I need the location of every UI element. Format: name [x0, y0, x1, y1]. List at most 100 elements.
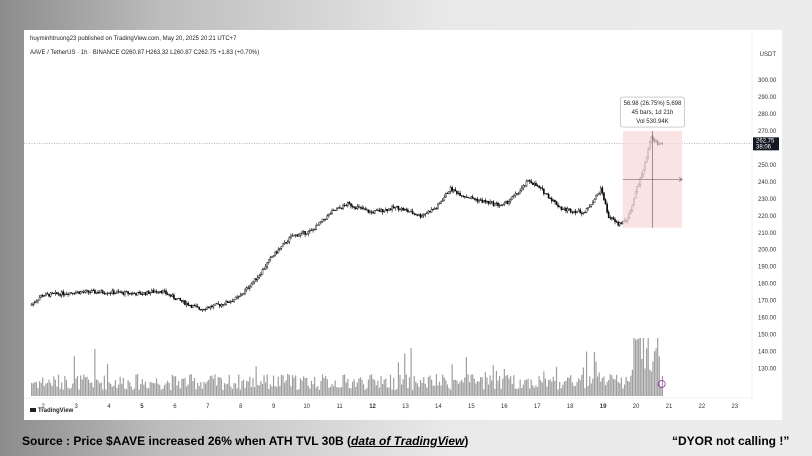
- candle: [574, 208, 577, 216]
- volume-bar: [412, 389, 414, 396]
- volume-bar: [298, 389, 300, 396]
- volume-bar: [472, 374, 474, 396]
- volume-bar: [505, 375, 507, 396]
- volume-bar: [633, 338, 635, 396]
- volume-bar: [117, 384, 120, 396]
- volume-bar: [269, 384, 271, 396]
- candle: [190, 304, 193, 309]
- candle: [440, 200, 442, 204]
- x-tick-label: 12: [369, 404, 376, 410]
- source-link[interactable]: data of TradingView: [351, 434, 465, 448]
- volume-bar: [309, 388, 311, 396]
- volume-bar: [404, 353, 406, 396]
- candle: [351, 204, 354, 209]
- candle: [101, 289, 104, 295]
- volume-bar: [315, 387, 317, 396]
- candle: [64, 292, 66, 297]
- candle: [422, 213, 425, 219]
- candle: [304, 231, 306, 238]
- volume-bar: [369, 375, 371, 396]
- volume-bar: [625, 376, 627, 396]
- volume-bar: [506, 374, 509, 396]
- dyor-note: “DYOR not calling !”: [672, 434, 790, 448]
- volume-bar: [78, 389, 80, 396]
- candle: [569, 208, 572, 214]
- candle: [620, 221, 623, 225]
- volume-bar: [497, 380, 499, 396]
- candle: [305, 233, 308, 235]
- volume-bar: [438, 381, 441, 396]
- volume-bar: [627, 380, 629, 396]
- volume-bar: [64, 376, 66, 396]
- volume-bar: [502, 378, 504, 396]
- volume-bar: [271, 386, 273, 396]
- candle: [280, 245, 283, 251]
- candle: [587, 207, 589, 211]
- x-tick-label: 14: [435, 404, 442, 410]
- volume-bar: [568, 377, 570, 396]
- candle: [361, 205, 363, 210]
- volume-bar: [661, 375, 664, 396]
- candle: [614, 217, 616, 225]
- volume-bar: [102, 389, 104, 396]
- volume-bar: [214, 374, 216, 396]
- candle: [40, 294, 42, 298]
- candle: [497, 201, 499, 208]
- price-chart[interactable]: 300.00290.00280.00270.00260.00250.00240.…: [24, 30, 782, 420]
- volume-bar: [454, 379, 456, 396]
- volume-bar: [189, 374, 191, 396]
- volume-bar: [525, 380, 528, 396]
- candle: [367, 209, 370, 214]
- candle: [321, 218, 324, 223]
- candle: [345, 203, 348, 207]
- volume-bar: [249, 376, 251, 396]
- candle: [169, 294, 172, 298]
- candle: [57, 291, 60, 297]
- volume-bar: [223, 383, 226, 396]
- candle: [500, 203, 502, 207]
- candle: [94, 288, 96, 295]
- volume-bar: [57, 374, 60, 396]
- volume-bar: [642, 338, 645, 396]
- volume-bar: [165, 383, 167, 396]
- volume-bar: [170, 389, 172, 396]
- volume-bar: [603, 376, 605, 396]
- volume-bar: [508, 378, 510, 396]
- candle: [313, 228, 316, 231]
- x-tick-label: 18: [567, 404, 574, 410]
- volume-bar: [43, 386, 45, 396]
- candle: [402, 206, 404, 212]
- volume-bar: [492, 365, 494, 396]
- x-tick-label: 8: [239, 404, 243, 410]
- volume-bar: [95, 379, 98, 396]
- volume-bar: [623, 384, 626, 396]
- volume-bar: [451, 364, 453, 396]
- volume-bar: [487, 384, 490, 396]
- volume-bar: [171, 374, 173, 396]
- candle: [79, 290, 82, 295]
- volume-bar: [204, 383, 207, 396]
- candle: [253, 278, 256, 285]
- volume-bar: [246, 380, 248, 396]
- volume-bar: [407, 388, 409, 396]
- candle: [571, 210, 574, 215]
- candle: [394, 206, 397, 211]
- candle: [375, 208, 378, 211]
- candle: [384, 207, 387, 212]
- candle: [196, 303, 199, 308]
- volume-bar: [549, 379, 551, 396]
- candle: [136, 291, 139, 296]
- x-tick-label: 7: [206, 404, 210, 410]
- candle: [543, 188, 545, 196]
- candle: [207, 306, 210, 309]
- volume-bar: [326, 379, 328, 396]
- volume-bar: [440, 385, 442, 396]
- volume-bar: [59, 388, 61, 396]
- candle: [459, 190, 461, 196]
- candle: [158, 291, 161, 294]
- candle: [133, 291, 136, 294]
- candle: [446, 191, 449, 194]
- volume-bar: [544, 378, 547, 396]
- candle: [56, 292, 58, 295]
- candle: [350, 203, 352, 209]
